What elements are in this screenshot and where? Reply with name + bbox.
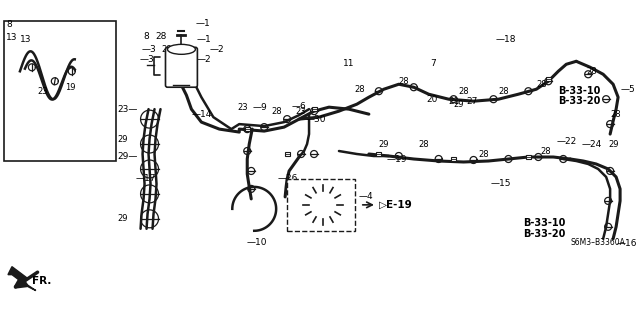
Text: —2: —2	[196, 55, 211, 64]
Text: S6M3–B3360A: S6M3–B3360A	[570, 238, 625, 247]
Text: 23: 23	[237, 103, 248, 112]
Bar	[312, 107, 317, 111]
Text: 28: 28	[399, 77, 410, 86]
FancyBboxPatch shape	[166, 47, 197, 87]
Text: 23—: 23—	[118, 105, 138, 114]
Text: ▷E-19: ▷E-19	[379, 200, 413, 210]
Bar	[4, 21, 116, 161]
Text: —14: —14	[191, 110, 212, 119]
Text: 29: 29	[379, 139, 389, 149]
Text: 12: 12	[170, 71, 180, 80]
Bar	[376, 152, 381, 156]
Text: 12: 12	[175, 62, 186, 71]
Bar	[285, 152, 290, 156]
Polygon shape	[8, 267, 36, 291]
Bar	[451, 157, 456, 161]
Text: —10: —10	[246, 238, 267, 247]
Text: —24: —24	[581, 139, 602, 149]
Text: —26: —26	[277, 174, 298, 183]
Text: 20: 20	[427, 95, 438, 104]
Text: —3: —3	[140, 55, 154, 64]
Text: 28: 28	[419, 139, 429, 149]
Bar	[526, 155, 531, 159]
Text: 8: 8	[166, 55, 172, 64]
Text: —1: —1	[195, 19, 210, 28]
Ellipse shape	[168, 44, 195, 54]
Bar	[287, 179, 355, 231]
Text: B-33-10: B-33-10	[558, 86, 601, 96]
Text: 28: 28	[499, 87, 509, 96]
Text: —5: —5	[620, 85, 635, 94]
Text: 28: 28	[586, 67, 597, 76]
Text: 28: 28	[540, 146, 551, 156]
Text: —25: —25	[327, 186, 348, 196]
Text: 28: 28	[354, 85, 365, 94]
Text: 21: 21	[449, 97, 460, 106]
Text: B-33-20: B-33-20	[558, 96, 601, 106]
Text: —6: —6	[291, 102, 306, 111]
Text: 27: 27	[467, 97, 478, 106]
Text: —30: —30	[305, 115, 326, 124]
Text: 11: 11	[343, 59, 355, 68]
Text: 13: 13	[6, 33, 17, 42]
Text: 29: 29	[454, 100, 464, 109]
Bar	[244, 127, 250, 131]
Text: 8: 8	[143, 32, 149, 41]
Text: —16: —16	[616, 239, 637, 248]
Text: 29: 29	[118, 135, 128, 144]
Text: —22: —22	[556, 137, 577, 145]
Text: 28: 28	[161, 45, 172, 54]
Text: 28: 28	[271, 107, 282, 116]
Text: 13: 13	[20, 35, 31, 44]
Text: 19: 19	[65, 83, 76, 92]
Text: 29: 29	[118, 214, 128, 223]
Text: —1: —1	[196, 35, 211, 44]
Text: 28: 28	[479, 150, 489, 159]
Text: FR.: FR.	[32, 276, 51, 286]
Text: —4: —4	[359, 192, 374, 201]
Text: 28: 28	[156, 32, 167, 41]
Text: 28: 28	[536, 80, 547, 89]
Text: 7: 7	[431, 59, 436, 68]
Text: —9: —9	[252, 103, 267, 112]
Circle shape	[303, 185, 343, 225]
Text: —17: —17	[136, 174, 156, 183]
Text: 8: 8	[6, 20, 12, 29]
Text: —3: —3	[141, 45, 156, 54]
Bar	[546, 78, 551, 81]
Text: —18: —18	[495, 35, 516, 44]
Text: —15: —15	[490, 179, 511, 189]
Text: 28: 28	[610, 110, 621, 119]
Text: 28: 28	[459, 87, 469, 96]
Text: 29: 29	[608, 139, 619, 149]
Text: 23: 23	[38, 87, 49, 96]
Text: 23: 23	[295, 107, 306, 116]
Text: 29—: 29—	[118, 152, 138, 160]
Circle shape	[315, 197, 331, 213]
Text: —19: —19	[387, 154, 407, 164]
Text: B-33-10: B-33-10	[524, 218, 566, 228]
Text: —2: —2	[209, 45, 224, 54]
Text: B-33-20: B-33-20	[524, 229, 566, 239]
